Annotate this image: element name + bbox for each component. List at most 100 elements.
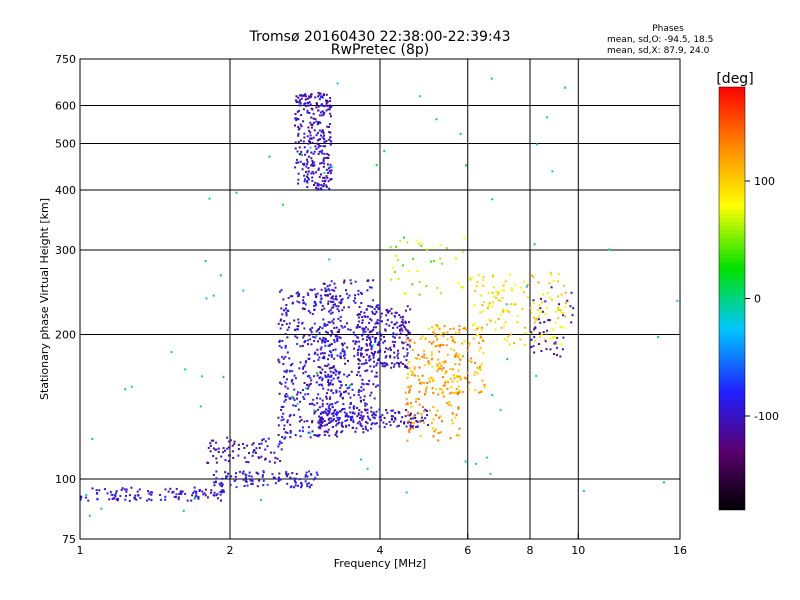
data-point bbox=[532, 299, 535, 302]
data-point bbox=[352, 331, 355, 334]
data-point bbox=[85, 493, 88, 496]
data-point bbox=[98, 489, 101, 492]
data-point bbox=[482, 339, 485, 342]
data-point bbox=[326, 375, 329, 378]
data-point bbox=[502, 284, 505, 287]
data-point bbox=[522, 280, 525, 283]
data-point bbox=[403, 326, 406, 329]
data-point bbox=[425, 409, 428, 412]
data-point bbox=[331, 306, 334, 309]
data-point bbox=[432, 406, 435, 409]
data-point bbox=[444, 360, 447, 363]
data-point bbox=[314, 181, 317, 184]
data-point bbox=[328, 131, 331, 134]
data-point bbox=[473, 304, 476, 307]
data-point bbox=[322, 158, 325, 161]
data-point bbox=[332, 371, 335, 374]
data-point bbox=[436, 363, 439, 366]
data-point bbox=[329, 96, 332, 99]
data-point bbox=[309, 121, 312, 124]
data-point bbox=[341, 397, 344, 400]
data-point bbox=[352, 406, 355, 409]
data-point bbox=[298, 127, 301, 130]
data-point bbox=[323, 340, 326, 343]
data-point bbox=[319, 397, 322, 400]
data-point bbox=[227, 454, 230, 457]
data-point bbox=[479, 294, 482, 297]
data-point bbox=[464, 460, 467, 463]
data-point bbox=[297, 182, 300, 185]
data-point bbox=[321, 356, 324, 359]
data-point bbox=[301, 168, 304, 171]
data-point bbox=[366, 467, 369, 470]
data-point bbox=[559, 355, 562, 358]
data-point bbox=[403, 422, 406, 425]
data-point bbox=[327, 288, 330, 291]
data-point bbox=[413, 366, 416, 369]
data-point bbox=[472, 324, 475, 327]
data-point bbox=[367, 383, 370, 386]
data-point bbox=[274, 456, 277, 459]
data-point bbox=[306, 160, 309, 163]
data-point bbox=[436, 409, 439, 412]
data-point bbox=[336, 340, 339, 343]
data-point bbox=[301, 154, 304, 157]
y-tick-label: 750 bbox=[55, 53, 76, 66]
data-point bbox=[360, 424, 363, 427]
data-point bbox=[395, 254, 398, 257]
data-point bbox=[530, 338, 533, 341]
data-point bbox=[330, 300, 333, 303]
data-point bbox=[452, 373, 455, 376]
data-point bbox=[283, 320, 286, 323]
data-point bbox=[426, 382, 429, 385]
data-point bbox=[463, 327, 466, 330]
data-point bbox=[294, 99, 297, 102]
data-point bbox=[313, 308, 316, 311]
data-point bbox=[549, 348, 552, 351]
data-point bbox=[362, 355, 365, 358]
data-point bbox=[313, 129, 316, 132]
data-point bbox=[280, 408, 283, 411]
data-point bbox=[390, 307, 393, 310]
data-point bbox=[299, 139, 302, 142]
data-point bbox=[215, 494, 218, 497]
data-point bbox=[368, 286, 371, 289]
data-point bbox=[215, 461, 218, 464]
data-point bbox=[379, 349, 382, 352]
data-point bbox=[466, 349, 469, 352]
data-point bbox=[336, 354, 339, 357]
data-point bbox=[310, 473, 313, 476]
data-point bbox=[335, 419, 338, 422]
data-point bbox=[436, 338, 439, 341]
data-point bbox=[439, 343, 442, 346]
data-point bbox=[296, 110, 299, 113]
data-point bbox=[366, 411, 369, 414]
data-point bbox=[413, 422, 416, 425]
data-point bbox=[554, 341, 557, 344]
data-point bbox=[109, 490, 112, 493]
data-point bbox=[339, 352, 342, 355]
data-point bbox=[318, 377, 321, 380]
data-point bbox=[335, 391, 338, 394]
data-point bbox=[233, 440, 236, 443]
data-point bbox=[384, 356, 387, 359]
data-point bbox=[85, 496, 88, 499]
data-point bbox=[366, 369, 369, 372]
data-point bbox=[533, 316, 536, 319]
data-point bbox=[397, 410, 400, 413]
data-point bbox=[193, 486, 196, 489]
data-point bbox=[371, 306, 374, 309]
data-point bbox=[299, 123, 302, 126]
data-point bbox=[309, 103, 312, 106]
data-point bbox=[297, 172, 300, 175]
data-point bbox=[372, 354, 375, 357]
data-point bbox=[209, 450, 212, 453]
data-point bbox=[309, 338, 312, 341]
data-point bbox=[331, 403, 334, 406]
data-point bbox=[550, 298, 553, 301]
data-point bbox=[558, 303, 561, 306]
data-point bbox=[329, 293, 332, 296]
data-point bbox=[533, 351, 536, 354]
data-point bbox=[427, 360, 430, 363]
data-point bbox=[286, 474, 289, 477]
